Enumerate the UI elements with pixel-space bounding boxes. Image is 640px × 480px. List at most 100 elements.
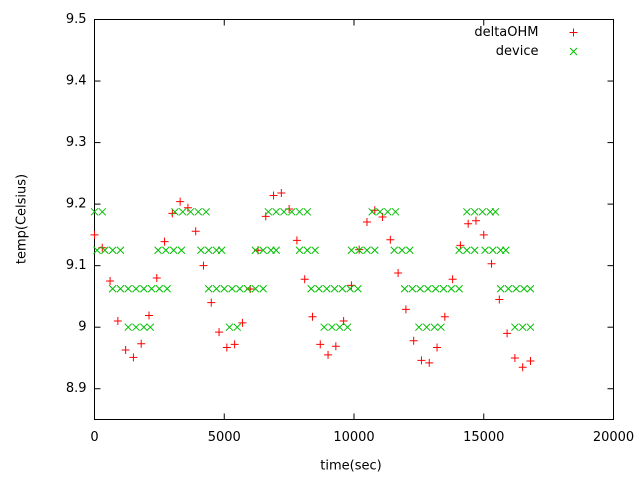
data-point [487, 259, 496, 268]
data-point [471, 216, 480, 225]
data-point [124, 284, 133, 293]
data-point [456, 241, 465, 250]
data-point [510, 353, 519, 362]
data-point [383, 207, 392, 216]
data-point [139, 284, 148, 293]
y-tick-label: 9 [78, 320, 86, 335]
data-point [277, 189, 286, 198]
data-point [347, 246, 356, 255]
y-tick-label: 9.4 [66, 74, 87, 89]
data-point [405, 246, 414, 255]
data-point [409, 336, 418, 345]
data-point [137, 339, 146, 348]
data-point [176, 197, 185, 206]
data-point [495, 295, 504, 304]
data-point [287, 207, 296, 216]
data-point [108, 284, 117, 293]
y-axis-label: temp(Celsius) [15, 174, 30, 264]
legend-label: deltaOHM [474, 25, 538, 40]
data-point [243, 284, 252, 293]
data-point [108, 246, 117, 255]
data-point [238, 318, 247, 327]
data-point [431, 284, 440, 293]
y-tick-label: 9.2 [66, 197, 87, 212]
data-point [295, 207, 304, 216]
data-point [355, 246, 364, 255]
data-point [422, 323, 431, 332]
data-point [455, 246, 463, 255]
data-point [328, 323, 336, 332]
data-point [197, 246, 205, 255]
data-point [339, 317, 348, 326]
data-point [147, 284, 156, 293]
data-point [391, 207, 400, 216]
y-tick-label: 9.1 [66, 258, 87, 273]
data-point [308, 312, 317, 321]
data-point [518, 363, 527, 372]
y-tick-label: 9.3 [66, 135, 87, 150]
x-tick-label: 0 [90, 430, 98, 445]
data-point [259, 246, 268, 255]
data-point [269, 191, 278, 200]
data-point [162, 246, 170, 255]
data-point [362, 217, 371, 226]
data-point [463, 207, 471, 216]
data-point [98, 207, 107, 216]
data-point [251, 246, 260, 255]
data-point [526, 284, 535, 293]
data-point [440, 312, 449, 321]
y-tick-label: 9.5 [66, 12, 87, 27]
data-point [363, 246, 371, 255]
data-point [93, 246, 101, 255]
data-point [386, 235, 395, 244]
data-point [90, 207, 99, 216]
data-point [160, 237, 169, 246]
data-point [398, 246, 406, 255]
data-point [433, 343, 442, 352]
data-point [390, 246, 399, 255]
data-point [230, 340, 239, 349]
data-point [222, 343, 231, 352]
data-point [491, 207, 500, 216]
data-point [220, 284, 229, 293]
data-point [204, 246, 213, 255]
data-point [207, 298, 216, 307]
data-point [121, 345, 130, 354]
data-point [400, 284, 409, 293]
data-point [178, 207, 187, 216]
data-point [447, 284, 456, 293]
data-point [478, 207, 487, 216]
data-point [511, 323, 519, 332]
data-point [488, 246, 497, 255]
data-point [212, 284, 221, 293]
data-point [368, 207, 377, 216]
x-tick-label: 10000 [333, 430, 374, 445]
data-point [303, 246, 312, 255]
data-point [202, 207, 210, 216]
data-point [470, 207, 479, 216]
data-point [503, 329, 512, 338]
data-point [343, 323, 352, 332]
data-point [129, 353, 138, 362]
data-point [90, 230, 99, 239]
legend-label: device [496, 44, 539, 59]
data-point [186, 207, 195, 216]
data-point [272, 207, 281, 216]
data-point [504, 284, 513, 293]
data-point [376, 207, 384, 216]
data-point [146, 323, 155, 332]
data-point [259, 284, 268, 293]
data-point [439, 284, 448, 293]
data-point [163, 284, 172, 293]
data-point [354, 284, 362, 293]
data-point [338, 284, 347, 293]
data-point [408, 284, 417, 293]
data-point [300, 275, 309, 284]
data-point [106, 277, 115, 286]
data-point [194, 207, 203, 216]
legend-symbol [569, 47, 578, 56]
data-point [518, 323, 527, 332]
data-point [417, 356, 426, 365]
data-point [155, 284, 164, 293]
